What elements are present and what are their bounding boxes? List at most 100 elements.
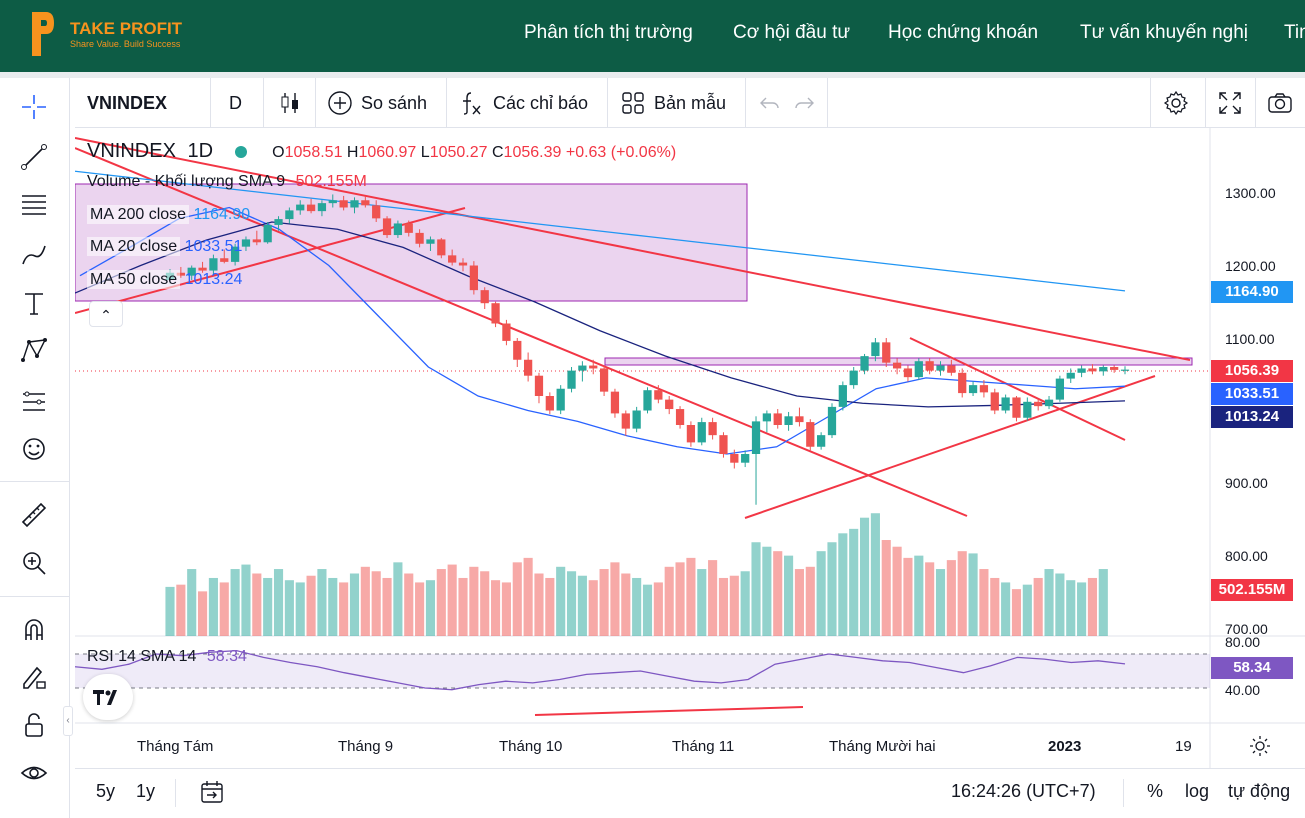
ruler-tool-icon[interactable] — [17, 498, 51, 532]
timezone-clock[interactable]: 16:24:26 (UTC+7) — [951, 781, 1096, 801]
snapshot-camera-icon[interactable] — [1267, 78, 1301, 128]
volume-bar — [990, 577, 1000, 636]
candle-body — [1077, 368, 1086, 373]
volume-bar — [805, 566, 815, 636]
volume-bar — [404, 573, 414, 636]
volume-bar — [881, 540, 891, 636]
ma20-legend[interactable]: MA 20 close 1033.51 — [87, 237, 242, 256]
fibonacci-tool-icon[interactable] — [17, 188, 51, 222]
candle-body — [198, 267, 207, 271]
candle-body — [936, 365, 945, 371]
last-price-badge: 1056.39 — [1211, 360, 1293, 382]
candle-body — [1110, 367, 1119, 370]
candle-body — [871, 342, 880, 357]
ma200-legend[interactable]: MA 200 close 1164.90 — [87, 205, 250, 224]
redo-icon[interactable] — [791, 78, 825, 128]
tradingview-logo-icon[interactable] — [83, 674, 133, 720]
emoji-tool-icon[interactable] — [17, 432, 51, 466]
rsi-tick: 80.00 — [1225, 634, 1261, 650]
volume-bar — [827, 542, 837, 636]
pattern-tool-icon[interactable] — [17, 334, 51, 368]
ma50-value: 1013.24 — [184, 271, 243, 288]
ma20-label: MA 20 close — [87, 237, 181, 256]
rsi-badge: 58.34 — [1211, 657, 1293, 679]
trendline — [744, 375, 1156, 519]
high-label: H — [346, 144, 359, 161]
candle-body — [502, 323, 511, 341]
volume-bar — [599, 569, 609, 636]
candle-body — [968, 385, 978, 394]
auto-scale-toggle[interactable]: tự động — [1228, 781, 1291, 801]
unlock-icon[interactable] — [17, 708, 51, 742]
function-fx-icon — [463, 92, 481, 115]
candle-body — [632, 410, 641, 429]
rsi-tick: 40.00 — [1225, 682, 1261, 698]
nav-learn-stocks[interactable]: Học chứng khoán — [888, 22, 1039, 43]
log-scale-toggle[interactable]: log — [1185, 781, 1210, 801]
symbol-legend[interactable]: VNINDEX 1D O1058.51 H1060.97 L1050.27 C1… — [87, 140, 676, 163]
zoom-in-icon[interactable] — [17, 546, 51, 580]
volume-bar — [415, 582, 425, 636]
volume-bar — [458, 577, 468, 636]
candle-body — [350, 200, 359, 208]
range-1y-button[interactable]: 1y — [136, 781, 156, 801]
legend-interval: 1D — [187, 140, 214, 162]
bottom-toolbar: 5y 1y 16:24:26 (UTC+7) % log tự động — [75, 768, 1305, 818]
nav-market-analysis[interactable]: Phân tích thị trường — [524, 22, 693, 43]
collapse-legend-chevron-up-icon[interactable]: ⌃ — [89, 301, 123, 327]
volume-bar — [480, 571, 490, 636]
undo-icon[interactable] — [757, 78, 791, 128]
symbol-search[interactable]: VNINDEX — [87, 92, 168, 113]
candle-body — [230, 246, 240, 262]
volume-bar — [979, 569, 989, 636]
indicators-button[interactable]: Các chỉ báo — [459, 78, 588, 128]
volume-bar — [339, 582, 349, 636]
rsi-legend[interactable]: RSI 14 SMA 14 58.34 — [87, 648, 247, 666]
time-axis-settings-gear-icon[interactable] — [1248, 734, 1272, 758]
nav-investment-opportunities[interactable]: Cơ hội đầu tư — [733, 22, 851, 43]
ma50-legend[interactable]: MA 50 close 1013.24 — [87, 270, 243, 289]
nav-advisory[interactable]: Tư vấn khuyến nghị — [1080, 22, 1248, 43]
nav-news[interactable]: Tin — [1284, 22, 1305, 43]
volume-bar — [708, 560, 718, 636]
collapse-toolbar-chevron-icon[interactable]: ‹ — [63, 706, 73, 736]
price-chart-canvas[interactable] — [75, 128, 1305, 768]
text-tool-icon[interactable] — [17, 286, 51, 320]
templates-button[interactable]: Bản mẫu — [620, 78, 726, 128]
compare-button[interactable]: So sánh — [327, 78, 427, 128]
brand-tagline: Share Value. Build Success — [70, 39, 181, 49]
chart-type-candles-icon[interactable] — [277, 78, 311, 128]
volume-bar — [968, 553, 978, 636]
trendline-tool-icon[interactable] — [17, 140, 51, 174]
volume-bar — [360, 566, 370, 636]
percent-scale-toggle[interactable]: % — [1147, 781, 1164, 801]
volume-bar — [436, 569, 446, 636]
volume-bar — [241, 564, 251, 636]
rsi-trendline — [534, 706, 804, 716]
take-profit-logo-icon[interactable] — [30, 10, 56, 58]
volume-bar — [1033, 577, 1043, 636]
chart-area[interactable]: VNINDEX 1D O1058.51 H1060.97 L1050.27 C1… — [63, 128, 1305, 768]
forecast-tool-icon[interactable] — [17, 384, 51, 418]
visibility-eye-icon[interactable] — [17, 756, 51, 790]
range-5y-button[interactable]: 5y — [96, 781, 116, 801]
volume-bar — [762, 546, 772, 636]
settings-gear-icon[interactable] — [1163, 78, 1197, 128]
candle-body — [372, 205, 381, 219]
brush-tool-icon[interactable] — [17, 238, 51, 272]
volume-legend[interactable]: Volume - Khối lượng SMA 9 502.155M — [87, 173, 367, 191]
candle-body — [1066, 372, 1075, 379]
goto-date-calendar-icon[interactable] — [199, 779, 225, 805]
lock-drawing-pencil-icon[interactable] — [17, 660, 51, 694]
volume-bar — [187, 569, 197, 636]
volume-bar — [534, 573, 544, 636]
candle-body — [958, 372, 967, 394]
fullscreen-icon[interactable] — [1217, 78, 1251, 128]
crosshair-tool-icon[interactable] — [17, 90, 51, 124]
magnet-icon[interactable] — [17, 612, 51, 646]
interval-selector[interactable]: D — [229, 92, 242, 113]
price-tick: 800.00 — [1225, 548, 1268, 564]
candle-body — [762, 413, 771, 422]
brand-name[interactable]: TAKE PROFIT — [70, 19, 183, 38]
ma20-price-badge: 1033.51 — [1211, 383, 1293, 405]
